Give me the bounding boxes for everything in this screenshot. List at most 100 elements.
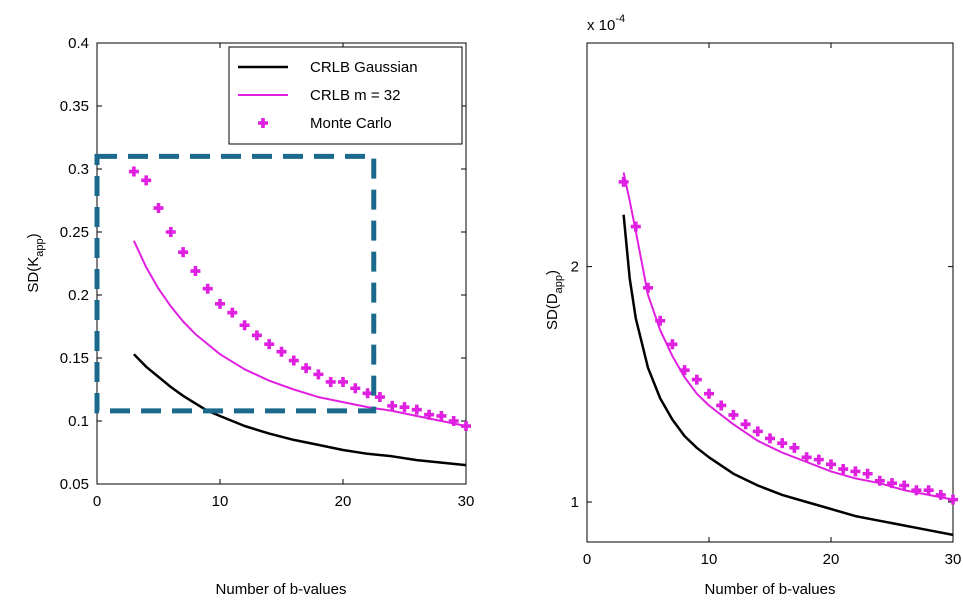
kurtosis-monte-carlo-marker	[190, 266, 201, 277]
multiplier-exponent: -4	[615, 13, 625, 25]
diffusion-monte-carlo-marker	[728, 409, 739, 420]
diffusion-y-tick-label: 2	[571, 259, 579, 276]
kurtosis-monte-carlo-marker	[362, 388, 373, 399]
diffusion-y-ticks: 12	[571, 259, 953, 511]
diffusion-monte-carlo-marker	[850, 466, 861, 477]
diffusion-monte-carlo-marker	[899, 480, 910, 491]
kurtosis-monte-carlo-marker	[325, 376, 336, 387]
diffusion-monte-carlo-marker	[813, 454, 824, 465]
legend-label-m32: CRLB m = 32	[310, 87, 400, 104]
kurtosis-y-axis-label: SD(Kapp)	[25, 233, 46, 292]
kurtosis-monte-carlo-marker	[239, 320, 250, 331]
kurtosis-y-tick-label: 0.3	[68, 161, 89, 178]
kurtosis-monte-carlo-marker	[128, 166, 139, 177]
kurtosis-monte-carlo-marker	[436, 410, 447, 421]
kurtosis-monte-carlo-marker	[251, 330, 262, 341]
kurtosis-series	[128, 166, 472, 467]
kurtosis-monte-carlo-marker	[338, 376, 349, 387]
diffusion-monte-carlo-marker	[618, 176, 629, 187]
kurtosis-monte-carlo-marker	[411, 404, 422, 415]
diffusion-monte-carlo-marker	[948, 494, 958, 505]
diffusion-monte-carlo-marker	[801, 452, 812, 463]
diffusion-y-label-main: SD(D	[544, 293, 561, 330]
kurtosis-y-tick-label: 0.05	[60, 476, 89, 493]
kurtosis-monte-carlo-marker	[165, 227, 176, 237]
kurtosis-y-label-sub: app	[34, 238, 46, 256]
diffusion-x-tick-label: 20	[823, 551, 840, 568]
diffusion-y-tick-label: 1	[571, 494, 579, 511]
kurtosis-monte-carlo-marker	[178, 247, 189, 258]
diffusion-y-label-sub: app	[553, 275, 565, 293]
diffusion-plot-area	[586, 42, 954, 543]
diffusion-panel: 0 10 20 30 12 Number of b-values SD(Dapp) x…	[544, 13, 961, 598]
kurtosis-m32-line	[132, 240, 467, 427]
kurtosis-y-tick-label: 0.2	[68, 287, 89, 304]
diffusion-y-label-close: )	[544, 270, 561, 275]
legend-marker-monte-carlo	[258, 118, 269, 128]
diffusion-x-ticks: 0 10 20 30	[583, 43, 962, 568]
diffusion-monte-carlo-marker	[667, 339, 678, 350]
kurtosis-monte-carlo-marker	[461, 421, 472, 432]
kurtosis-monte-carlo-marker	[399, 402, 410, 413]
zoom-highlight-box	[94, 153, 377, 414]
kurtosis-monte-carlo-marker	[153, 203, 164, 214]
diffusion-monte-carlo-marker	[935, 489, 946, 500]
legend-label-gaussian: CRLB Gaussian	[310, 59, 418, 76]
kurtosis-monte-carlo-marker	[141, 175, 152, 186]
diffusion-x-tick-label: 0	[583, 551, 591, 568]
diffusion-series	[618, 172, 958, 537]
diffusion-monte-carlo-marker	[643, 282, 653, 293]
kurtosis-y-tick-label: 0.4	[68, 35, 89, 52]
kurtosis-y-ticks: 0.05 0.1 0.15 0.2 0.25 0.3 0.35 0.4	[60, 35, 466, 493]
diffusion-monte-carlo-marker	[679, 365, 690, 376]
diffusion-monte-carlo-marker	[655, 315, 666, 326]
kurtosis-x-tick-label: 10	[212, 493, 229, 510]
kurtosis-y-label-main: SD(K	[25, 257, 42, 293]
diffusion-x-tick-label: 30	[945, 551, 962, 568]
kurtosis-y-label-close: )	[25, 233, 42, 238]
diffusion-monte-carlo-marker	[765, 433, 775, 444]
kurtosis-monte-carlo-marker	[264, 339, 275, 350]
kurtosis-monte-carlo-marker	[424, 409, 435, 420]
diffusion-monte-carlo-marker	[826, 459, 836, 470]
kurtosis-monte-carlo-marker	[374, 392, 385, 403]
kurtosis-monte-carlo-marker	[276, 346, 287, 357]
kurtosis-gaussian-line	[133, 353, 467, 467]
diffusion-monte-carlo-marker	[704, 388, 714, 399]
diffusion-monte-carlo-marker	[789, 442, 800, 453]
diffusion-monte-carlo-marker	[911, 485, 922, 496]
kurtosis-monte-carlo-marker	[301, 363, 312, 374]
diffusion-monte-carlo-marker	[716, 400, 727, 411]
kurtosis-monte-carlo-marker	[288, 355, 299, 366]
diffusion-gaussian-line	[622, 214, 954, 537]
diffusion-x-axis-label: Number of b-values	[705, 581, 836, 598]
diffusion-monte-carlo-marker	[923, 485, 934, 496]
multiplier-base: x 10	[587, 17, 615, 34]
diffusion-monte-carlo-marker	[740, 419, 751, 430]
kurtosis-monte-carlo-marker	[387, 400, 398, 411]
diffusion-monte-carlo-marker	[862, 468, 873, 479]
diffusion-monte-carlo-marker	[777, 438, 788, 449]
kurtosis-monte-carlo-marker	[202, 283, 213, 294]
kurtosis-x-ticks: 0 10 20 30	[93, 43, 474, 510]
kurtosis-monte-carlo-marker	[215, 298, 225, 309]
diffusion-monte-carlo-marker	[838, 464, 849, 475]
diffusion-x-tick-label: 10	[701, 551, 718, 568]
diffusion-y-axis-label: SD(Dapp)	[544, 270, 565, 330]
kurtosis-x-tick-label: 20	[335, 493, 352, 510]
kurtosis-monte-carlo-marker	[350, 383, 361, 394]
legend-swatch-monte-carlo	[258, 118, 269, 128]
diffusion-monte-carlo-marker	[874, 475, 885, 486]
kurtosis-y-tick-label: 0.35	[60, 98, 89, 115]
diffusion-y-multiplier: x 10-4	[587, 13, 625, 34]
kurtosis-y-tick-label: 0.25	[60, 224, 89, 241]
diffusion-monte-carlo-marker	[630, 221, 641, 232]
diffusion-monte-carlo-marker	[752, 426, 763, 437]
legend-label-monte-carlo: Monte Carlo	[310, 115, 392, 132]
legend: CRLB Gaussian CRLB m = 32 Monte Carlo	[228, 46, 463, 145]
kurtosis-monte-carlo-marker	[313, 369, 324, 380]
kurtosis-y-tick-label: 0.15	[60, 350, 89, 367]
kurtosis-x-axis-label: Number of b-values	[216, 581, 347, 598]
